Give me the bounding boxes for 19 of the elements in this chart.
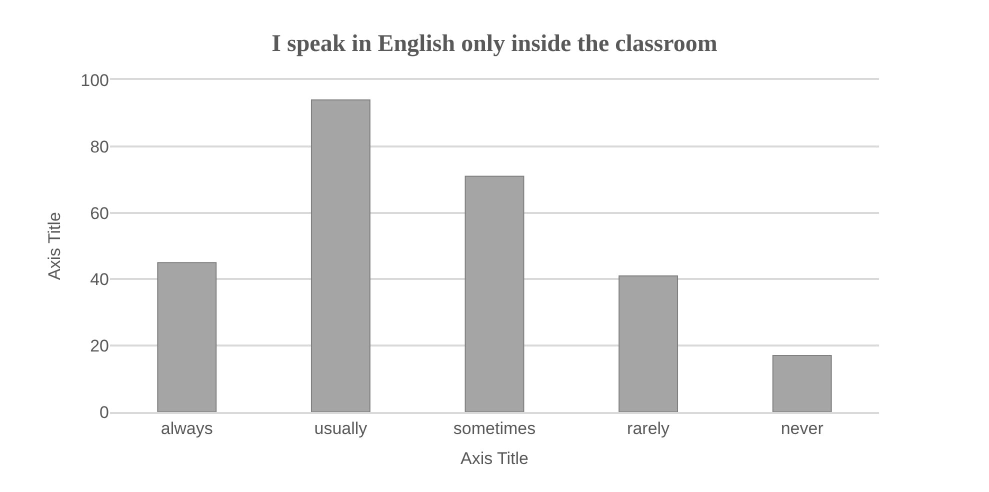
bar [618, 275, 678, 412]
bar [157, 262, 217, 412]
y-tick-label: 40 [90, 270, 109, 290]
y-axis-title: Axis Title [45, 212, 64, 280]
bar [464, 176, 524, 412]
bar [772, 355, 832, 412]
x-axis-title: Axis Title [460, 449, 529, 468]
x-tick-label: always [160, 419, 213, 438]
x-tick-label: never [780, 419, 824, 438]
y-tick-label: 20 [90, 336, 109, 356]
y-tick-label: 60 [90, 204, 109, 223]
x-tick-label: rarely [627, 419, 670, 438]
x-tick-label: sometimes [453, 419, 536, 438]
y-tick-label: 80 [90, 137, 109, 156]
x-tick-label: usually [314, 419, 368, 438]
chart-title: I speak in English only inside the classroom [272, 31, 718, 58]
y-tick-label: 100 [80, 70, 109, 90]
y-tick-label: 0 [100, 402, 109, 422]
bar [310, 99, 370, 412]
